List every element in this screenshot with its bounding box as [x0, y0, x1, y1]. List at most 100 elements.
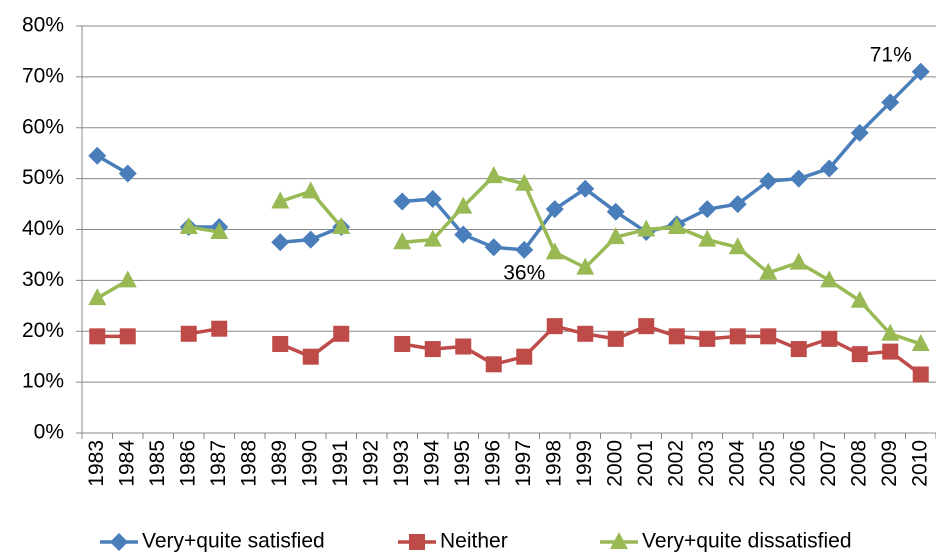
- x-tick-label: 2009: [878, 440, 901, 487]
- marker: [667, 216, 686, 234]
- marker: [455, 338, 472, 355]
- y-tick-label: 40%: [22, 217, 64, 240]
- x-tick-label: 1984: [115, 440, 138, 487]
- marker: [881, 323, 900, 341]
- marker: [88, 288, 107, 306]
- marker: [911, 333, 930, 351]
- marker: [393, 232, 412, 250]
- x-tick-label: 1987: [207, 440, 230, 487]
- marker: [515, 240, 534, 259]
- x-tick-label: 1994: [420, 440, 443, 487]
- marker: [545, 200, 564, 219]
- marker: [423, 229, 442, 247]
- marker: [301, 230, 320, 249]
- y-tick-label: 20%: [22, 319, 64, 342]
- series-line: [97, 324, 922, 376]
- marker: [789, 252, 808, 270]
- marker: [820, 159, 839, 178]
- marker: [821, 330, 838, 347]
- marker: [789, 169, 808, 188]
- marker: [516, 348, 533, 365]
- marker: [515, 173, 534, 191]
- marker: [118, 270, 137, 288]
- marker: [881, 93, 900, 112]
- marker: [394, 335, 411, 352]
- x-tick-label: 2007: [817, 440, 840, 487]
- x-tick-label: 1986: [176, 440, 199, 487]
- marker: [850, 290, 869, 308]
- legend-label: Very+quite dissatisfied: [642, 530, 852, 553]
- marker: [759, 262, 778, 280]
- marker: [576, 257, 595, 275]
- x-tick-label: 2000: [603, 440, 626, 487]
- marker: [729, 328, 746, 345]
- marker: [759, 172, 778, 191]
- marker: [485, 356, 502, 373]
- marker: [698, 229, 717, 247]
- marker: [332, 216, 351, 234]
- x-tick-label: 2008: [847, 440, 870, 487]
- x-tick-label: 2005: [756, 440, 779, 487]
- marker: [911, 62, 930, 81]
- y-tick-label: 10%: [22, 370, 64, 393]
- marker: [850, 123, 869, 142]
- marker: [728, 195, 747, 214]
- marker: [484, 238, 503, 257]
- marker: [423, 189, 442, 208]
- x-tick-label: 1988: [237, 440, 260, 487]
- x-tick-label: 2001: [634, 440, 657, 487]
- x-tick-label: 2004: [725, 440, 748, 487]
- series-line: [96, 70, 922, 252]
- y-tick-label: 50%: [22, 166, 64, 189]
- x-tick-label: 1985: [146, 440, 169, 487]
- y-tick-label: 60%: [22, 115, 64, 138]
- x-tick-label: 1993: [390, 440, 413, 487]
- x-tick-label: 1983: [85, 440, 108, 487]
- value-label: 71%: [870, 43, 912, 66]
- marker: [179, 216, 198, 234]
- marker: [454, 225, 473, 244]
- marker: [119, 328, 136, 345]
- x-tick-label: 2003: [695, 440, 718, 487]
- x-tick-label: 1990: [298, 440, 321, 487]
- x-tick-label: 1991: [329, 440, 352, 487]
- legend-label: Neither: [440, 530, 508, 553]
- x-tick-label: 1989: [268, 440, 291, 487]
- marker: [211, 320, 228, 337]
- marker: [638, 318, 655, 335]
- marker: [484, 166, 503, 184]
- marker: [409, 534, 425, 550]
- x-tick-label: 1995: [451, 440, 474, 487]
- marker: [698, 200, 717, 219]
- y-tick-label: 70%: [22, 64, 64, 87]
- marker: [424, 341, 441, 358]
- marker: [760, 328, 777, 345]
- marker: [271, 191, 290, 209]
- x-tick-label: 1999: [573, 440, 596, 487]
- marker: [89, 328, 106, 345]
- marker: [699, 330, 716, 347]
- marker: [110, 533, 128, 551]
- marker: [912, 366, 929, 383]
- marker: [668, 328, 685, 345]
- marker: [610, 532, 628, 549]
- marker: [606, 227, 625, 245]
- marker: [820, 270, 839, 288]
- marker: [118, 164, 137, 183]
- x-tick-label: 2006: [786, 440, 809, 487]
- x-tick-label: 1996: [481, 440, 504, 487]
- marker: [393, 192, 412, 211]
- marker: [88, 146, 107, 165]
- y-tick-label: 0%: [34, 421, 64, 444]
- x-tick-label: 2010: [908, 440, 931, 487]
- marker: [301, 181, 320, 199]
- marker: [637, 219, 656, 237]
- marker: [790, 341, 807, 358]
- x-tick-label: 1992: [359, 440, 382, 487]
- y-tick-label: 30%: [22, 268, 64, 291]
- marker: [272, 335, 289, 352]
- x-tick-label: 1997: [512, 440, 535, 487]
- marker: [851, 346, 868, 363]
- marker: [333, 325, 350, 342]
- marker: [882, 343, 899, 360]
